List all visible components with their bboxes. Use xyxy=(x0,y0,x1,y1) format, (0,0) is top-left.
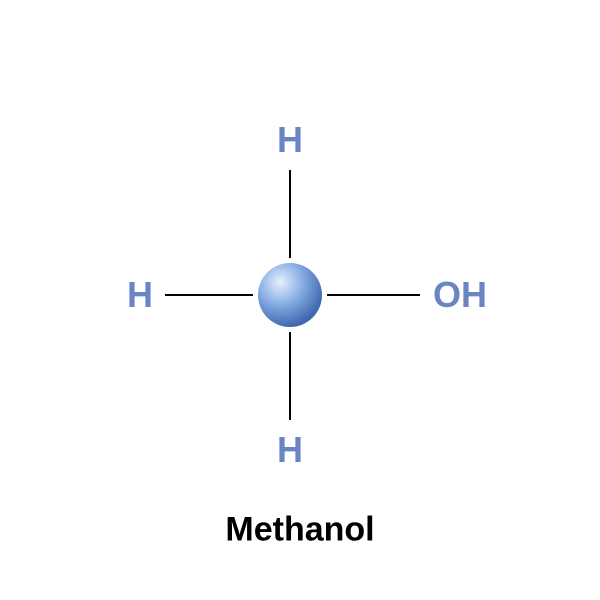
atom-label: OH xyxy=(433,274,487,316)
molecule-title: Methanol xyxy=(225,511,374,550)
molecule-diagram: H H H OH Methanol xyxy=(0,0,600,600)
atom-label: H xyxy=(277,119,303,161)
atom-label: H xyxy=(127,274,153,316)
atom-label: H xyxy=(277,429,303,471)
central-carbon-atom xyxy=(258,263,322,327)
